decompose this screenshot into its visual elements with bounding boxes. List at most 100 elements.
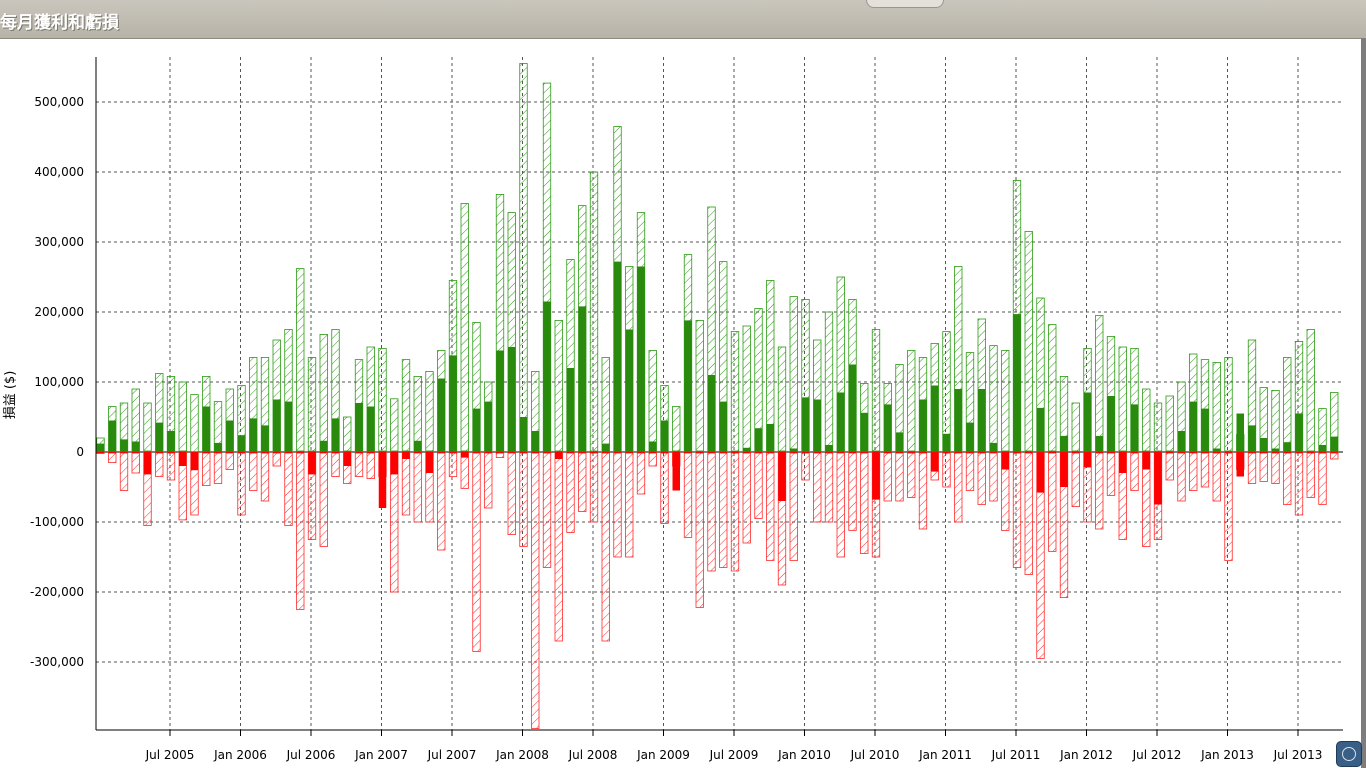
loss-bar <box>414 452 422 454</box>
max-loss-bar <box>401 451 411 516</box>
loss-bar <box>1177 452 1186 454</box>
loss-bar <box>273 452 281 454</box>
max-loss-bar <box>860 451 869 554</box>
max-loss-bar <box>1012 451 1022 568</box>
max-profit-bar <box>390 398 399 453</box>
monthly-pnl-chart: 500,000 400,000 300,000 200,000 100,000 0 -100… <box>3 57 1343 762</box>
profit-bar <box>179 450 187 452</box>
profit-bar <box>378 450 387 452</box>
x-tick-label: Jul 2010 <box>850 748 900 762</box>
loss-bar <box>296 452 304 454</box>
max-loss-bar <box>601 451 610 642</box>
max-profit-bar <box>648 350 657 453</box>
loss-bar <box>543 452 551 454</box>
profit-bar <box>813 399 821 452</box>
loss-bar <box>402 452 410 459</box>
profit-bar <box>449 355 457 452</box>
profit-bar <box>1142 450 1150 452</box>
profit-bar <box>672 450 680 452</box>
profit-bar <box>249 418 257 452</box>
max-loss-bar <box>249 451 258 491</box>
max-loss-bar <box>766 451 775 561</box>
loss-bar <box>531 452 539 454</box>
profit-bar <box>731 450 739 452</box>
loss-bar <box>96 452 105 454</box>
profit-bar <box>296 450 304 452</box>
profit-bar <box>790 448 798 452</box>
loss-bar <box>237 452 246 454</box>
x-tick-label: Jul 2006 <box>286 748 336 762</box>
max-loss-bar <box>1259 451 1268 482</box>
loss-bar <box>249 452 257 454</box>
loss-bar <box>790 452 798 454</box>
help-icon[interactable] <box>1336 741 1362 767</box>
max-loss-bar <box>1130 451 1139 491</box>
loss-bar <box>684 452 692 454</box>
profit-bar <box>320 440 328 452</box>
y-tick-label: 400,000 <box>34 165 84 179</box>
axes: 500,000 400,000 300,000 200,000 100,000 0 -100… <box>30 57 1343 762</box>
profit-bar <box>543 301 551 452</box>
profit-bar <box>284 401 293 452</box>
profit-bar <box>860 412 868 452</box>
max-profit-bar <box>1095 315 1104 453</box>
profit-bar <box>743 447 751 452</box>
max-loss-bar <box>836 451 845 558</box>
max-profit-bar <box>1024 231 1033 453</box>
max-loss-bar <box>965 451 975 491</box>
loss-bar <box>1095 452 1103 454</box>
loss-bar <box>966 452 974 454</box>
loss-bar <box>1201 452 1209 454</box>
max-loss-bar <box>683 451 693 538</box>
loss-bar <box>696 452 704 454</box>
loss-bar <box>179 452 187 466</box>
loss-bar <box>1072 452 1080 454</box>
max-profit-bar <box>1271 389 1280 453</box>
loss-bar <box>472 452 481 454</box>
profit-bar <box>1330 436 1338 452</box>
loss-bar <box>907 452 915 454</box>
loss-bar <box>202 452 210 454</box>
loss-bar <box>132 452 140 454</box>
max-loss-bar <box>108 451 117 463</box>
x-tick-label: Jul 2009 <box>709 748 759 762</box>
profit-bar <box>437 378 445 452</box>
loss-bar <box>743 452 751 454</box>
loss-bar <box>320 452 328 454</box>
max-loss-bar <box>942 451 951 488</box>
max-profit-bar <box>178 381 187 453</box>
max-loss-bar <box>472 451 481 652</box>
profit-bar <box>684 320 692 452</box>
max-profit-bar <box>1224 357 1233 453</box>
window-tab-handle[interactable] <box>866 0 944 8</box>
x-tick-label: Jul 2012 <box>1132 748 1182 762</box>
loss-bar <box>778 452 786 501</box>
x-tick-label: Jul 2011 <box>991 748 1041 762</box>
profit-bar <box>754 428 763 452</box>
max-loss-bar <box>225 451 234 470</box>
profit-bar <box>696 450 704 452</box>
loss-bar <box>1248 452 1256 454</box>
max-loss-bar <box>284 451 293 526</box>
x-tick-label: Jul 2005 <box>145 748 195 762</box>
loss-bar <box>719 452 727 454</box>
profit-bar <box>461 450 469 452</box>
profit-bar <box>402 450 410 452</box>
x-tick-label: Jan 2009 <box>636 748 690 762</box>
loss-bar <box>1283 452 1291 454</box>
max-loss-bar <box>1212 451 1221 502</box>
loss-bar <box>754 452 763 454</box>
profit-bar <box>226 420 234 452</box>
max-loss-bar <box>660 451 669 524</box>
loss-bar <box>1107 452 1115 454</box>
max-loss-bar <box>1106 451 1116 496</box>
loss-bar <box>190 452 199 471</box>
loss-bar <box>555 452 563 459</box>
profit-bar <box>1189 401 1197 452</box>
profit-bar <box>472 408 481 452</box>
y-tick-label: -200,000 <box>30 585 84 599</box>
y-tick-label: -100,000 <box>30 515 84 529</box>
profit-bar <box>1060 435 1068 452</box>
max-loss-bar <box>566 451 575 533</box>
profit-bar <box>496 350 504 452</box>
